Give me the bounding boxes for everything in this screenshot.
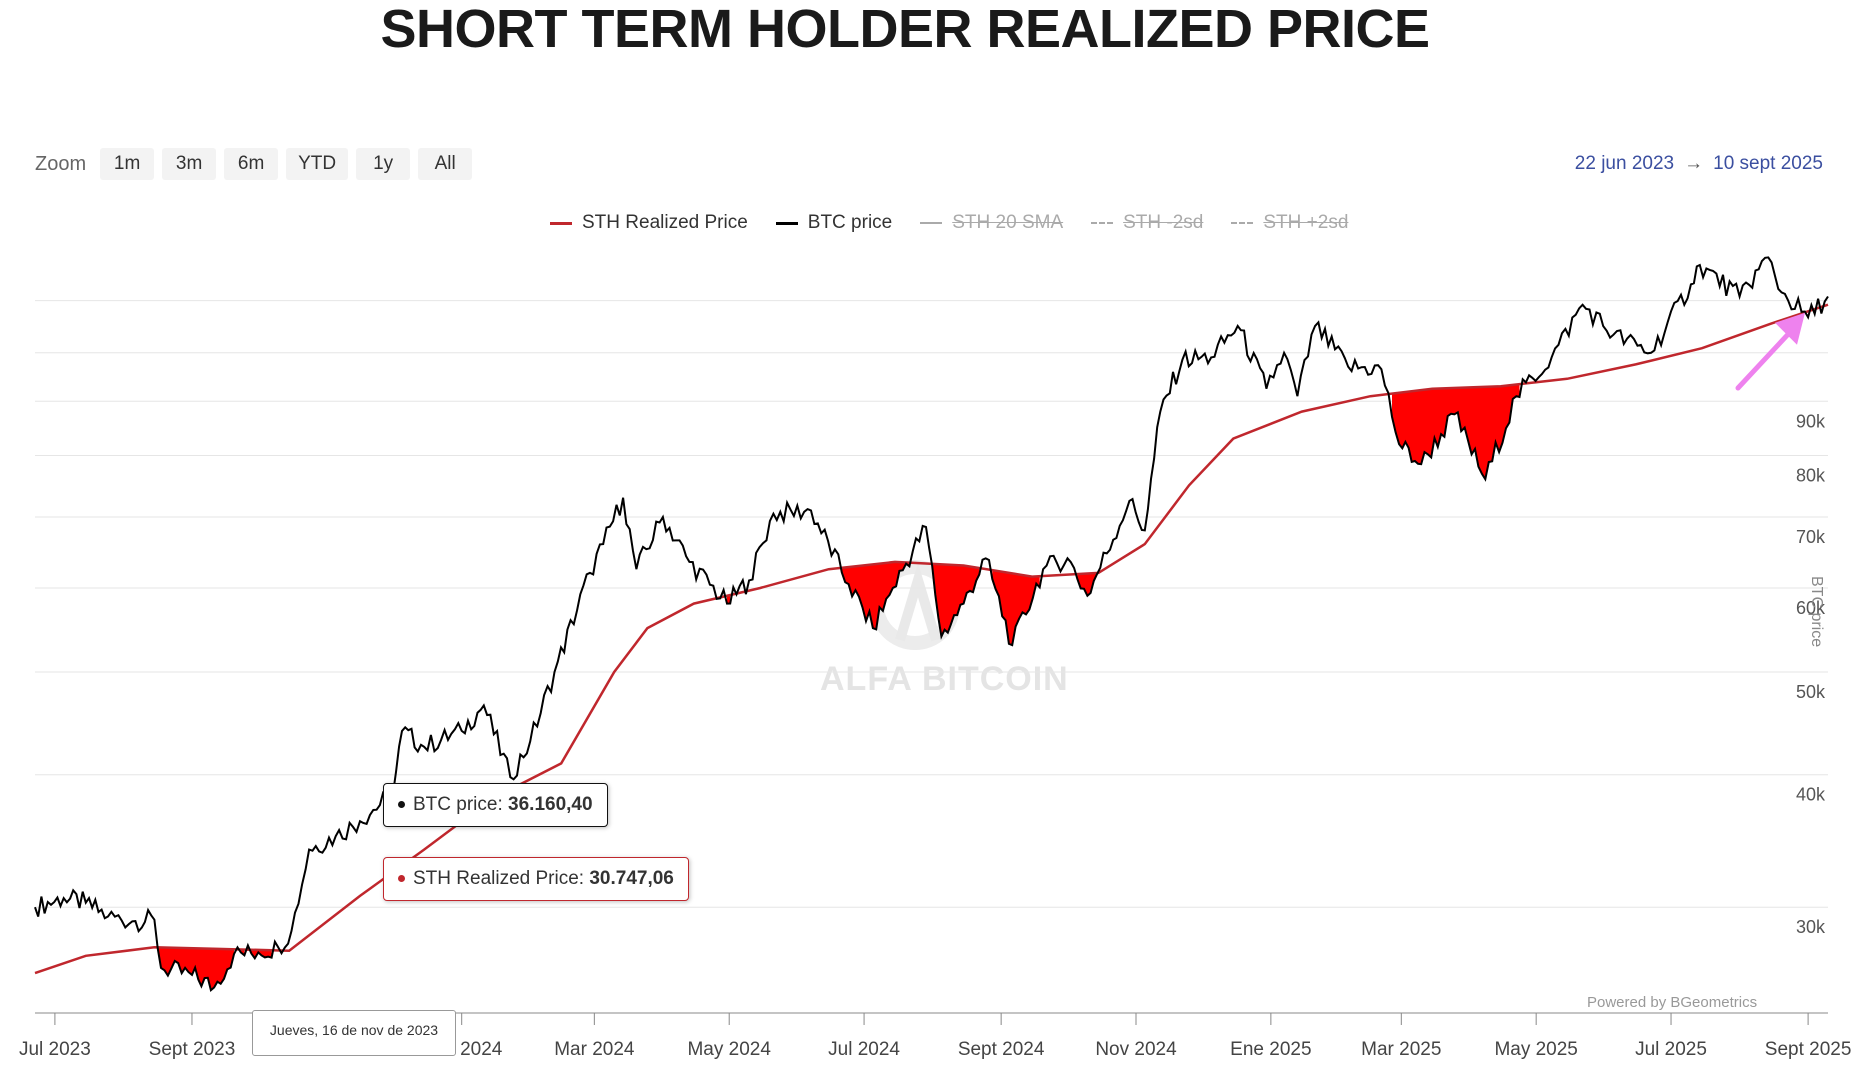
btc-price-line [34,256,1829,992]
page-title: SHORT TERM HOLDER REALIZED PRICE [380,0,1430,59]
legend-swatch-minus-2sd [1091,222,1114,224]
below-realized-area [727,595,731,604]
zoom-all-button[interactable]: All [418,148,473,180]
zoom-ytd-button[interactable]: YTD [286,148,349,180]
zoom-1y-button[interactable]: 1y [356,148,411,180]
x-tick-label: Jul 2025 [1635,1039,1707,1060]
zoom-6m-button[interactable]: 6m [224,148,279,180]
below-realized-area [841,562,910,630]
x-tick-label: Mar 2024 [554,1039,635,1060]
watermark-text: ALFA BITCOIN [820,660,1069,698]
annotation-arrow [1735,312,1805,391]
x-tick-label: Jul 2023 [19,1039,91,1060]
right-axis-title: BTC price [1808,576,1825,648]
legend-swatch-btc [775,221,798,225]
x-tick-label: Sept 2023 [149,1039,236,1060]
legend-item-sth-minus-2sd[interactable]: STH -2sd [1091,212,1203,234]
legend-label: STH 20 SMA [952,212,1064,233]
below-realized-area [992,570,1040,646]
range-to[interactable]: 10 sept 2025 [1713,153,1823,174]
tooltip-dot-btc [398,801,405,809]
x-tick-label: Ene 2025 [1230,1039,1311,1060]
y-axis: 30k 40k 50k 60k 70k 80k 90k [1796,411,1826,937]
tooltip-btc-label: BTC price: [413,794,503,815]
powered-by-credit[interactable]: Powered by BGeometrics [1587,994,1758,1011]
zoom-label: Zoom [35,152,87,175]
tooltip-btc-value: 36.160,40 [508,794,593,815]
legend-label: STH Realized Price [582,212,748,233]
legend-item-sth-plus-2sd[interactable]: STH +2sd [1231,212,1348,234]
zoom-1m-button[interactable]: 1m [100,148,155,180]
zoom-3m-button[interactable]: 3m [162,148,217,180]
below-realized-fills [157,384,1520,991]
legend-swatch-plus-2sd [1231,222,1254,224]
y-tick-label: 50k [1796,682,1826,702]
grid-lines [35,300,1828,908]
legend-label: STH +2sd [1263,212,1349,233]
tooltip-sth-realized: STH Realized Price: 30.747,06 [383,857,689,901]
series-lines [34,256,1829,992]
legend-swatch-sth [550,221,572,225]
tooltip-btc-price: BTC price: 36.160,40 [383,783,608,827]
below-realized-area [932,563,980,637]
sth-realized-price-line [34,303,1829,975]
range-from[interactable]: 22 jun 2023 [1574,153,1675,174]
below-realized-area [1392,384,1520,480]
below-realized-area [1077,573,1098,596]
legend-label: STH -2sd [1123,212,1204,233]
y-tick-label: 30k [1796,917,1826,937]
legend-item-sth-20-sma[interactable]: STH 20 SMA [920,212,1063,234]
x-tick-label: Jul 2024 [828,1039,900,1060]
x-tick-label: Mar 2025 [1361,1039,1441,1060]
x-tick-label: Sept 2025 [1765,1039,1852,1060]
x-tick-label: May 2024 [687,1039,771,1060]
legend-swatch-sma [920,222,943,224]
y-tick-label: 70k [1796,527,1826,547]
legend-label: BTC price [807,212,893,233]
chart-legend: STH Realized Price BTC price STH 20 SMA … [550,212,1348,234]
tooltip-sth-value: 30.747,06 [589,868,674,889]
tooltip-date: Jueves, 16 de nov de 2023 [252,1010,456,1056]
y-tick-label: 90k [1796,411,1826,431]
x-tick-label: May 2025 [1494,1039,1577,1060]
x-tick-label: Sept 2024 [958,1039,1045,1060]
arrow-shaft [1735,322,1800,391]
legend-item-btc-price[interactable]: BTC price [775,212,893,234]
zoom-controls: Zoom 1m 3m 6m YTD 1y All [35,148,473,180]
legend-item-sth-realized[interactable]: STH Realized Price [550,212,748,234]
tooltip-sth-label: STH Realized Price: [413,868,585,889]
date-range: 22 jun 2023 → 10 sept 2025 [1575,153,1823,175]
arrow-head-icon [1775,312,1805,345]
y-tick-label: 40k [1796,785,1826,805]
y-tick-label: 60k [1796,598,1826,618]
tooltip-dot-sth [398,875,405,883]
x-tick-label: Nov 2024 [1095,1039,1177,1060]
y-tick-label: 80k [1796,466,1826,486]
range-arrow-icon: → [1684,153,1704,174]
